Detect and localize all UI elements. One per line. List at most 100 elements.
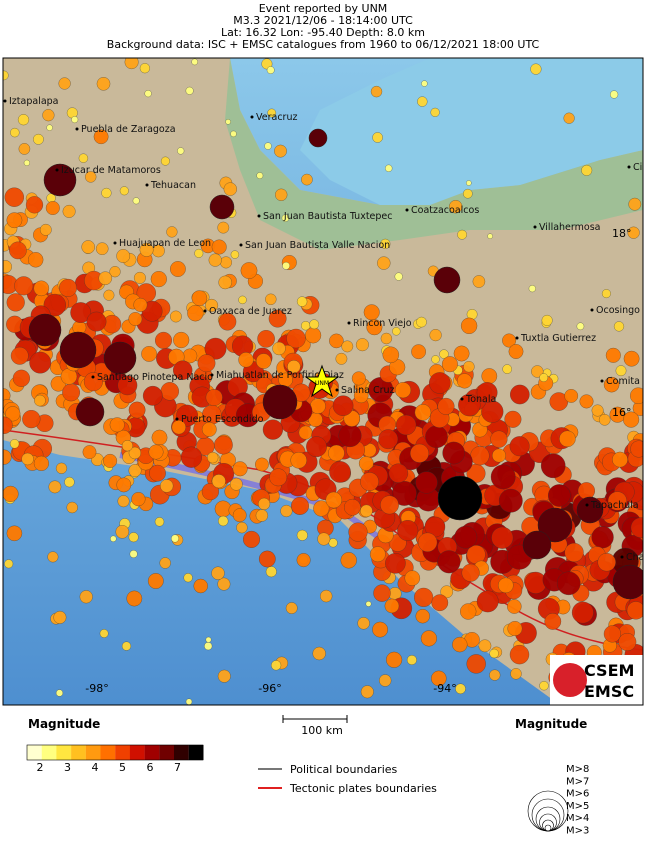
quake-dot [342,341,353,352]
quake-dot [395,382,411,398]
quake-dot [130,550,138,558]
quake-dot [505,411,522,428]
quake-dot [510,645,529,664]
quake-dot [385,553,405,573]
quake-dot [99,272,112,285]
quake-dot [171,535,179,543]
quake-dot [34,395,45,406]
quake-dot [33,134,43,144]
quake-dot [7,213,22,228]
quake-dot [425,426,447,448]
quake-dot [602,289,611,298]
quake-dot [372,622,387,637]
quake-dot [257,172,263,178]
city-marker [56,169,59,172]
quake-dot [149,465,165,481]
quake-dot [258,498,270,510]
quake-dot [97,77,110,90]
quake-dot-large [29,314,61,346]
quake-dot [206,389,223,406]
quake-dot [56,690,63,697]
quake-dot [34,281,49,296]
quake-dot [385,165,392,172]
quake-dot [349,523,368,542]
quake-dot [103,454,117,468]
quake-dot [508,621,523,636]
quake-dot [212,567,225,580]
quake-dot [507,599,521,613]
quake-dot [129,402,145,418]
colorbar-cell [174,745,189,760]
quake-dot [14,277,33,296]
quake-dot [204,642,212,650]
quake-dot [218,222,229,233]
city-label: Ci [633,162,642,173]
quake-dot [417,97,427,107]
quake-dot [219,276,232,289]
quake-dot [120,187,129,196]
colorbar-tick: 6 [147,761,154,774]
city-marker [76,128,79,131]
quake-dot [129,532,139,542]
quake-dot [455,684,465,694]
quake-dot [490,649,499,658]
quake-dot [454,346,469,361]
quake-dot [104,290,115,301]
quake-dot [152,430,167,445]
quake-dot [177,148,184,155]
city-marker [628,166,631,169]
lon-label: -96° [258,682,281,695]
quake-dot [170,261,185,276]
quake-dot [380,496,398,514]
quake-dot [271,660,281,670]
quake-dot [431,108,440,117]
quake-dot [438,551,461,574]
city-marker [601,380,604,383]
quake-dot [87,312,106,331]
quake-dot [263,420,283,440]
city-label: Tuxtla Gutierrez [520,333,596,344]
city-marker [251,116,254,119]
quake-dot [243,531,260,548]
quake-dot [297,530,308,541]
city-label: Villahermosa [539,222,600,233]
quake-dot [256,510,268,522]
event-label: UNM [315,380,329,387]
city-label: San Juan Bautista Valle Nacion [245,240,390,251]
quake-dot [328,445,344,461]
city-marker [92,376,95,379]
city-marker [258,215,261,218]
quake-dot [366,601,371,606]
quake-dot [233,462,248,477]
quake-dot [19,143,30,154]
quake-dot [239,296,247,304]
quake-dot [386,652,402,668]
quake-dot [471,446,490,465]
quake-dot [416,317,426,327]
quake-dot [577,323,584,330]
quake-dot [463,361,474,372]
lat-label: 16° [612,406,632,419]
quake-dot [565,543,584,562]
logo-text: CSEM [584,661,634,680]
quake-dot [63,205,76,218]
quake-dot [414,588,433,607]
quake-dot [580,395,594,409]
colorbar-cell [86,745,101,760]
quake-dot [379,430,398,449]
colorbar-cell [42,745,57,760]
quake-dot [610,91,618,99]
quake-dot [170,311,181,322]
quake-dot [125,55,139,69]
quake-dot [266,566,277,577]
scale-label: 100 km [301,724,343,737]
quake-dot [186,87,194,95]
quake-dot [30,352,51,373]
quake-dot [612,452,627,467]
quake-dot [333,396,353,416]
quake-dot [371,86,382,97]
quake-dot [492,449,506,463]
quake-dot-large [263,385,297,419]
quake-dot [598,553,616,571]
